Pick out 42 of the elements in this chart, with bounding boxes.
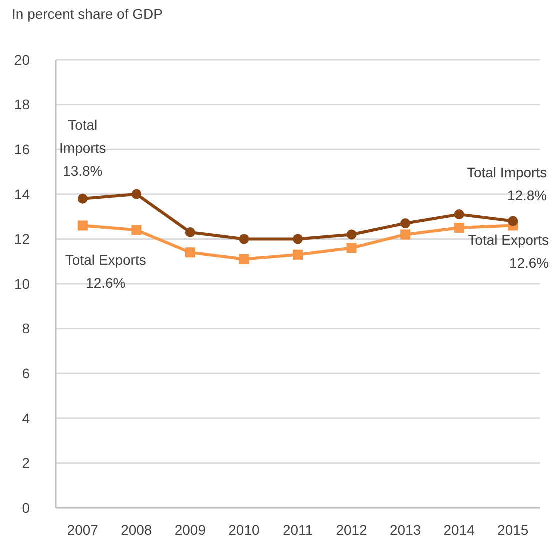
point	[132, 225, 142, 236]
annotation: Total Exports 12.6%	[65, 252, 146, 291]
point	[78, 194, 88, 204]
point	[185, 248, 196, 258]
point	[239, 254, 250, 264]
y-tick-label: 14	[14, 186, 30, 202]
x-tick-label: 2012	[336, 522, 368, 538]
x-tick-label: 2013	[390, 522, 422, 538]
x-tick-label: 2011	[282, 522, 314, 538]
x-tick-label: 2010	[228, 522, 260, 538]
point	[185, 227, 196, 238]
point	[508, 216, 518, 226]
point	[454, 210, 464, 220]
x-tick-label: 2009	[174, 522, 206, 538]
x-tick-label: 2014	[444, 522, 476, 538]
point	[346, 230, 357, 240]
point	[400, 230, 411, 240]
x-tick-label: 2007	[67, 522, 99, 538]
point	[78, 220, 88, 231]
point	[400, 218, 411, 229]
point	[239, 234, 250, 244]
annotation: Total Imports 12.8%	[466, 164, 548, 204]
y-tick-label: 2	[22, 455, 30, 472]
point	[293, 234, 303, 244]
annotation: Total Imports 13.8%	[60, 116, 106, 179]
y-tick-label: 6	[22, 366, 30, 382]
x-tick-label: 2008	[121, 522, 152, 538]
y-tick-label: 12	[14, 231, 30, 248]
y-tick-label: 18	[14, 96, 30, 113]
y-tick-label: 8	[22, 320, 30, 337]
y-tick-label: 4	[22, 410, 30, 426]
x-tick-label: 2015	[498, 522, 529, 538]
point	[293, 250, 303, 260]
y-tick-label: 10	[14, 276, 30, 292]
point	[132, 189, 142, 200]
point	[346, 243, 357, 254]
y-tick-label: 20	[14, 52, 30, 68]
y-tick-label: 16	[14, 142, 30, 158]
y-tick-label: 0	[22, 500, 30, 516]
chart-title: In percent share of GDP	[12, 6, 163, 22]
point	[454, 223, 464, 233]
annotation: Total Exports 12.6%	[468, 232, 550, 271]
